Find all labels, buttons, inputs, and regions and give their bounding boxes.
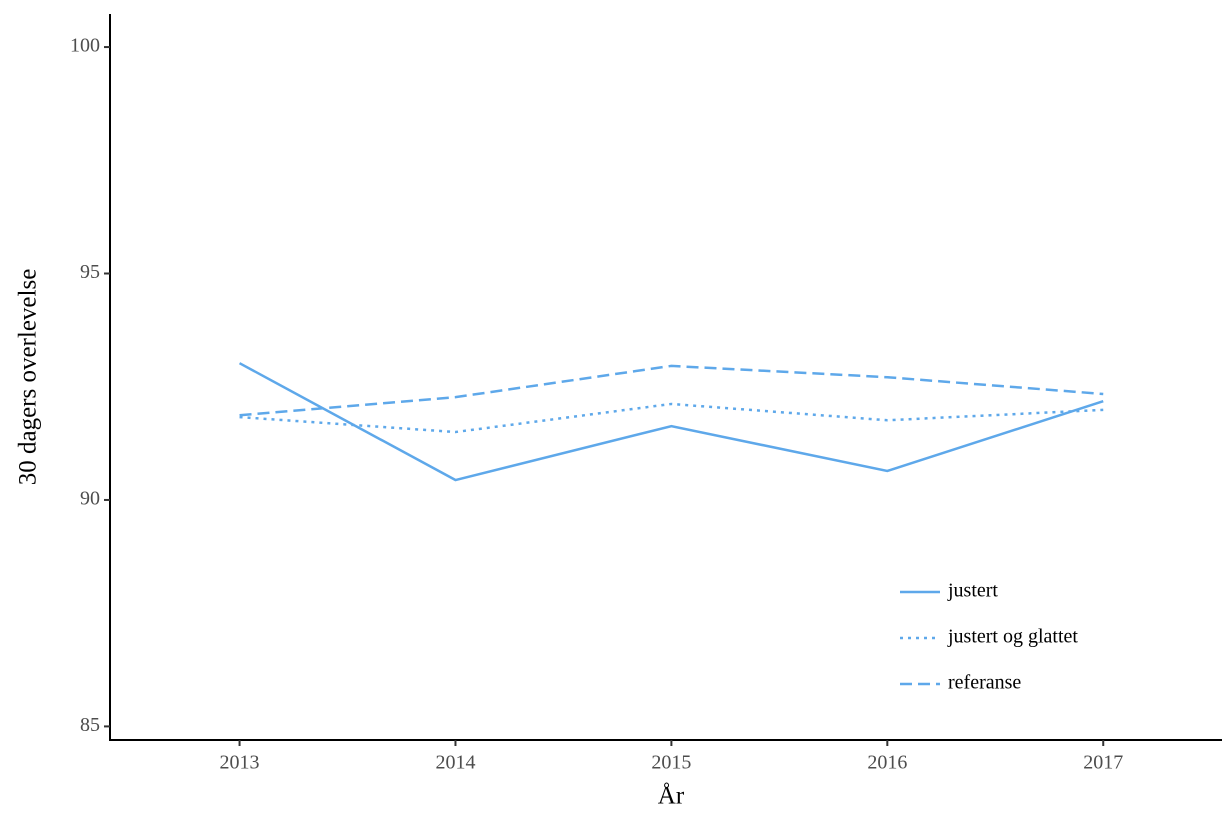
- x-tick-label: 2014: [435, 752, 475, 774]
- x-tick-label: 2015: [651, 752, 691, 774]
- legend-label: justert: [947, 580, 998, 602]
- series-line: [239, 364, 1104, 417]
- y-axis-title: 30 dagers overlevelse: [15, 269, 42, 486]
- series-line: [238, 362, 1104, 482]
- y-tick-label: 100: [70, 35, 100, 57]
- x-axis-title: År: [658, 783, 685, 810]
- legend-label: justert og glattet: [947, 626, 1078, 648]
- series-line: [239, 402, 1104, 434]
- y-tick-label: 90: [80, 488, 100, 510]
- legend-label: referanse: [948, 672, 1021, 694]
- y-tick-label: 95: [80, 261, 100, 283]
- y-tick-label: 85: [80, 714, 100, 736]
- x-tick-label: 2017: [1083, 752, 1123, 774]
- x-tick-label: 2016: [867, 752, 907, 774]
- x-tick-label: 2013: [220, 752, 260, 774]
